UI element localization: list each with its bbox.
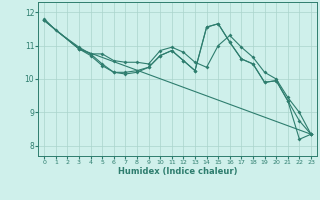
X-axis label: Humidex (Indice chaleur): Humidex (Indice chaleur): [118, 167, 237, 176]
